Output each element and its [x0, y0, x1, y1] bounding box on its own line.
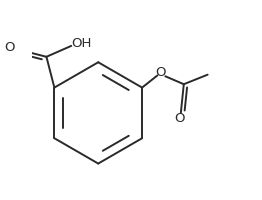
Text: O: O	[174, 112, 184, 125]
Text: O: O	[156, 66, 166, 79]
Text: OH: OH	[71, 37, 91, 50]
Text: O: O	[4, 41, 14, 54]
